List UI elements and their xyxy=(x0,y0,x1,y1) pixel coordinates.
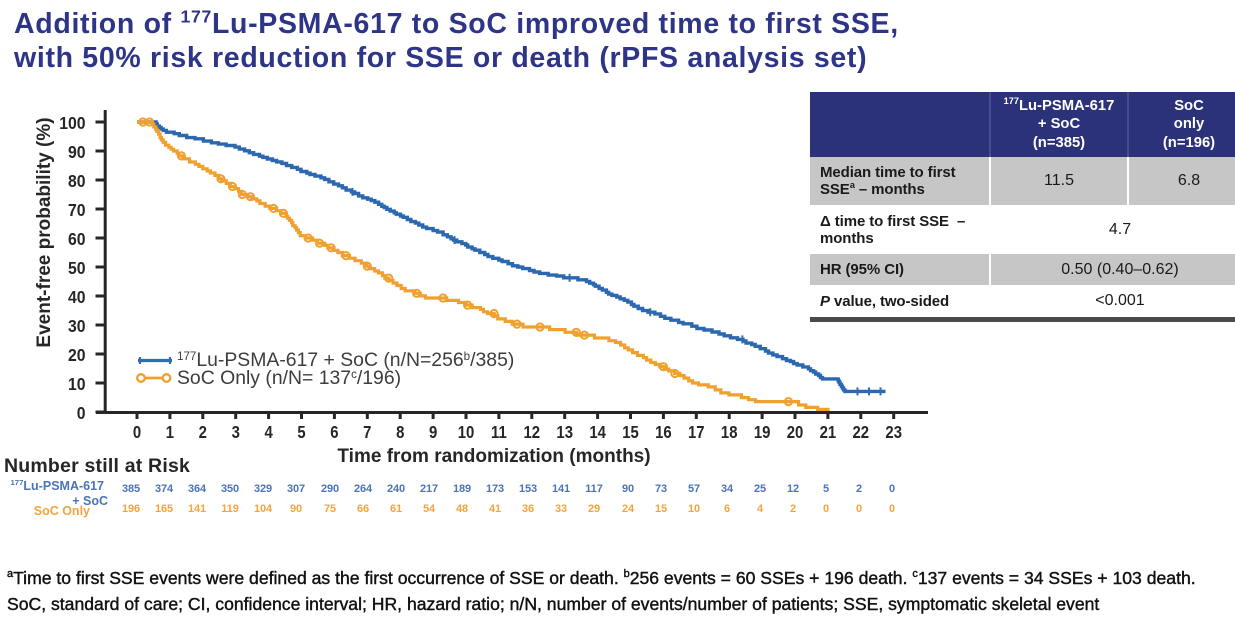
svg-text:16: 16 xyxy=(655,423,672,442)
svg-text:17: 17 xyxy=(688,423,705,442)
svg-text:7: 7 xyxy=(363,423,371,442)
svg-text:5: 5 xyxy=(297,423,305,442)
svg-text:100: 100 xyxy=(59,113,85,133)
svg-text:13: 13 xyxy=(556,423,573,442)
svg-text:40: 40 xyxy=(68,287,86,307)
svg-text:20: 20 xyxy=(787,423,804,442)
svg-text:90: 90 xyxy=(68,142,86,162)
svg-text:Time from randomization (month: Time from randomization (months) xyxy=(337,446,650,467)
svg-text:21: 21 xyxy=(820,423,837,442)
svg-text:10: 10 xyxy=(68,374,86,394)
svg-text:18: 18 xyxy=(721,423,738,442)
svg-text:10: 10 xyxy=(458,423,475,442)
svg-text:15: 15 xyxy=(622,423,639,442)
svg-text:0: 0 xyxy=(77,403,86,423)
svg-text:8: 8 xyxy=(396,423,404,442)
svg-text:4: 4 xyxy=(264,423,272,442)
svg-text:50: 50 xyxy=(68,258,86,278)
svg-text:12: 12 xyxy=(524,423,541,442)
svg-text:70: 70 xyxy=(68,200,86,220)
svg-text:19: 19 xyxy=(754,423,771,442)
svg-text:2: 2 xyxy=(199,423,207,442)
svg-text:23: 23 xyxy=(885,423,902,442)
svg-text:30: 30 xyxy=(68,316,86,336)
svg-text:6: 6 xyxy=(330,423,338,442)
svg-text:Event-free probability (%): Event-free probability (%) xyxy=(34,117,55,347)
svg-text:14: 14 xyxy=(589,423,606,442)
svg-text:60: 60 xyxy=(68,229,86,249)
svg-text:3: 3 xyxy=(232,423,240,442)
svg-text:SoC Only (n/N= 137c/196): SoC Only (n/N= 137c/196) xyxy=(177,367,401,389)
svg-text:0: 0 xyxy=(133,423,141,442)
svg-text:​177Lu-PSMA-617 + SoC (n/N=256: ​177Lu-PSMA-617 + SoC (n/N=256b/385) xyxy=(177,349,514,371)
svg-text:22: 22 xyxy=(853,423,870,442)
svg-text:20: 20 xyxy=(68,345,86,365)
svg-text:9: 9 xyxy=(429,423,437,442)
svg-text:80: 80 xyxy=(68,171,86,191)
svg-text:11: 11 xyxy=(491,423,507,442)
svg-text:1: 1 xyxy=(166,423,174,442)
